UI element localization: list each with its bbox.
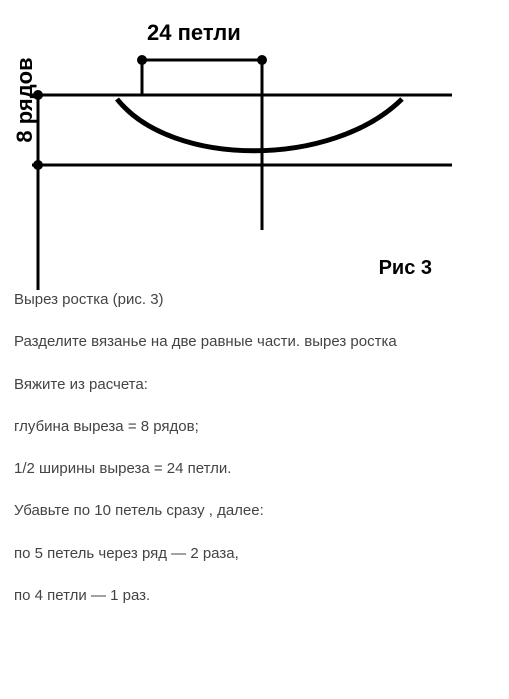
rows-label: 8 рядов (12, 40, 38, 160)
para-6: Убавьте по 10 петель сразу , далее: (14, 501, 495, 521)
neckline-curve (117, 99, 402, 151)
diagram-svg (12, 0, 497, 290)
neckline-diagram: 24 петли 8 рядов Рис 3 (12, 0, 497, 290)
instructions-text: Вырез ростка (рис. 3) Разделите вязанье … (12, 290, 497, 606)
para-5: 1/2 ширины выреза = 24 петли. (14, 459, 495, 479)
page: 24 петли 8 рядов Рис 3 Вырез ростка (рис… (0, 0, 509, 699)
para-7: по 5 петель через ряд — 2 раза, (14, 544, 495, 564)
para-1: Вырез ростка (рис. 3) (14, 290, 495, 310)
para-4: глубина выреза = 8 рядов; (14, 417, 495, 437)
para-8: по 4 петли — 1 раз. (14, 586, 495, 606)
para-3: Вяжите из расчета: (14, 375, 495, 395)
stitches-label: 24 петли (147, 20, 241, 46)
para-2: Разделите вязанье на две равные части. в… (14, 332, 495, 352)
figure-label: Рис 3 (379, 257, 432, 280)
